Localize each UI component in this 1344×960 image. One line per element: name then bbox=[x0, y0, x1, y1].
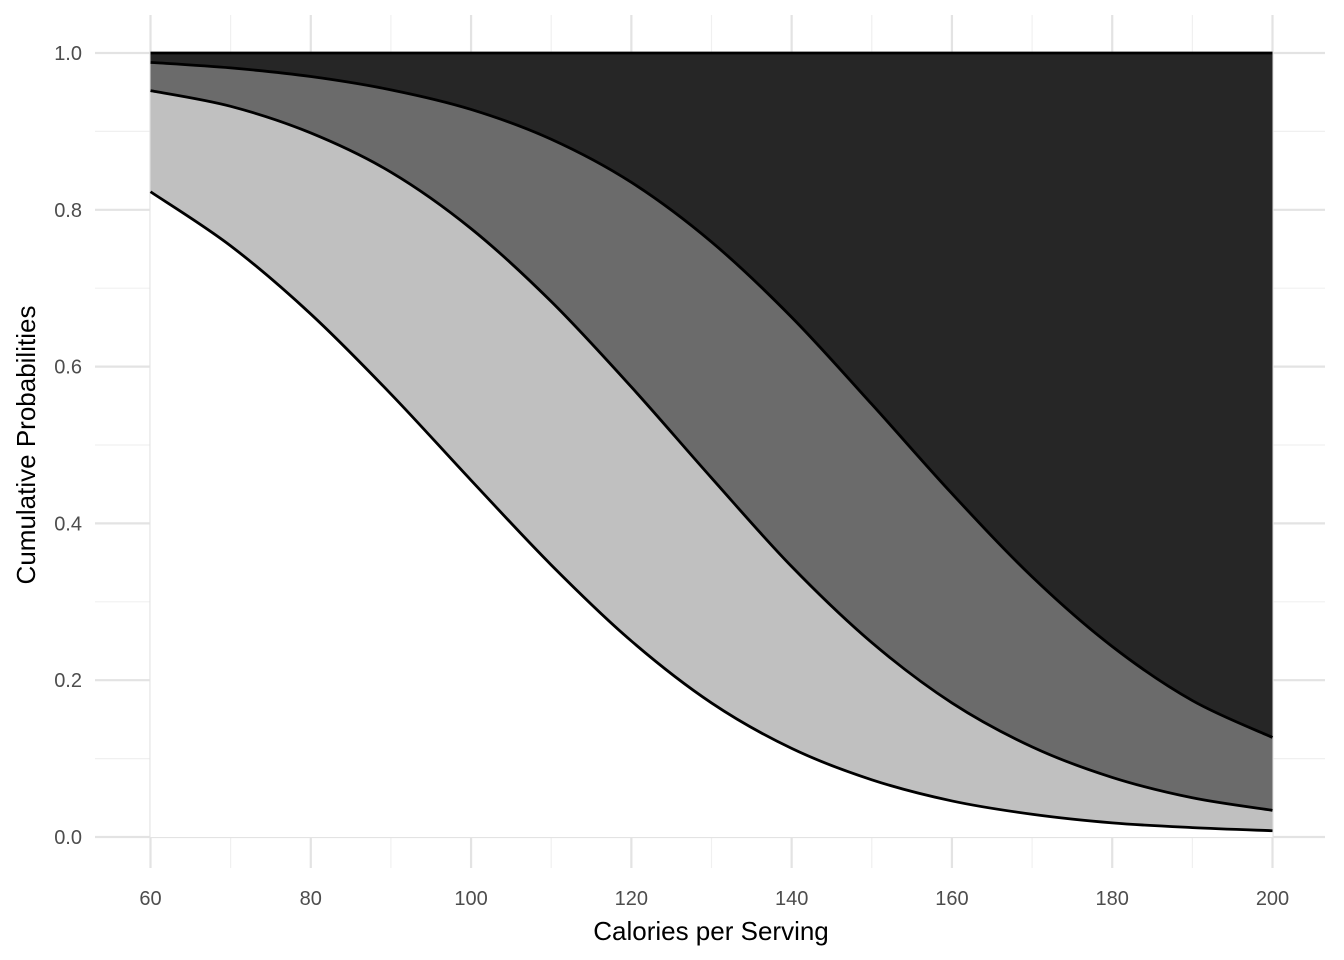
cumulative-curve-3 bbox=[150, 61, 1274, 739]
area-band-3 bbox=[150, 62, 1273, 811]
x-axis-tick-labels: 60 80 100 120 140 160 180 200 bbox=[139, 888, 1289, 910]
area-band-2 bbox=[150, 90, 1273, 831]
y-axis-tick-labels: 0.0 0.2 0.4 0.6 0.8 1.0 bbox=[54, 43, 82, 849]
x-tick-label: 120 bbox=[615, 888, 648, 910]
y-tick-label: 1.0 bbox=[54, 43, 82, 65]
x-axis-title: Calories per Serving bbox=[593, 916, 829, 946]
area-band-4 bbox=[150, 53, 1273, 738]
y-axis-title: Cumulative Probabilities bbox=[11, 306, 41, 585]
x-tick-label: 200 bbox=[1256, 888, 1289, 910]
cumulative-curve-1 bbox=[149, 190, 1273, 833]
x-tick-label: 100 bbox=[454, 888, 487, 910]
cumulative-curve-2 bbox=[150, 89, 1273, 812]
y-tick-label: 0.8 bbox=[54, 200, 82, 222]
x-tick-label: 140 bbox=[775, 888, 808, 910]
area-band-1 bbox=[150, 191, 1273, 837]
y-tick-label: 0.2 bbox=[54, 670, 82, 692]
boundary-curves bbox=[149, 51, 1274, 833]
x-tick-label: 60 bbox=[139, 888, 161, 910]
y-tick-label: 0.6 bbox=[54, 357, 82, 379]
y-tick-label: 0.4 bbox=[54, 513, 82, 535]
x-tick-label: 180 bbox=[1096, 888, 1129, 910]
y-tick-label: 0.0 bbox=[54, 827, 82, 849]
stacked-areas bbox=[150, 53, 1273, 837]
x-tick-label: 80 bbox=[300, 888, 322, 910]
x-tick-label: 160 bbox=[935, 888, 968, 910]
